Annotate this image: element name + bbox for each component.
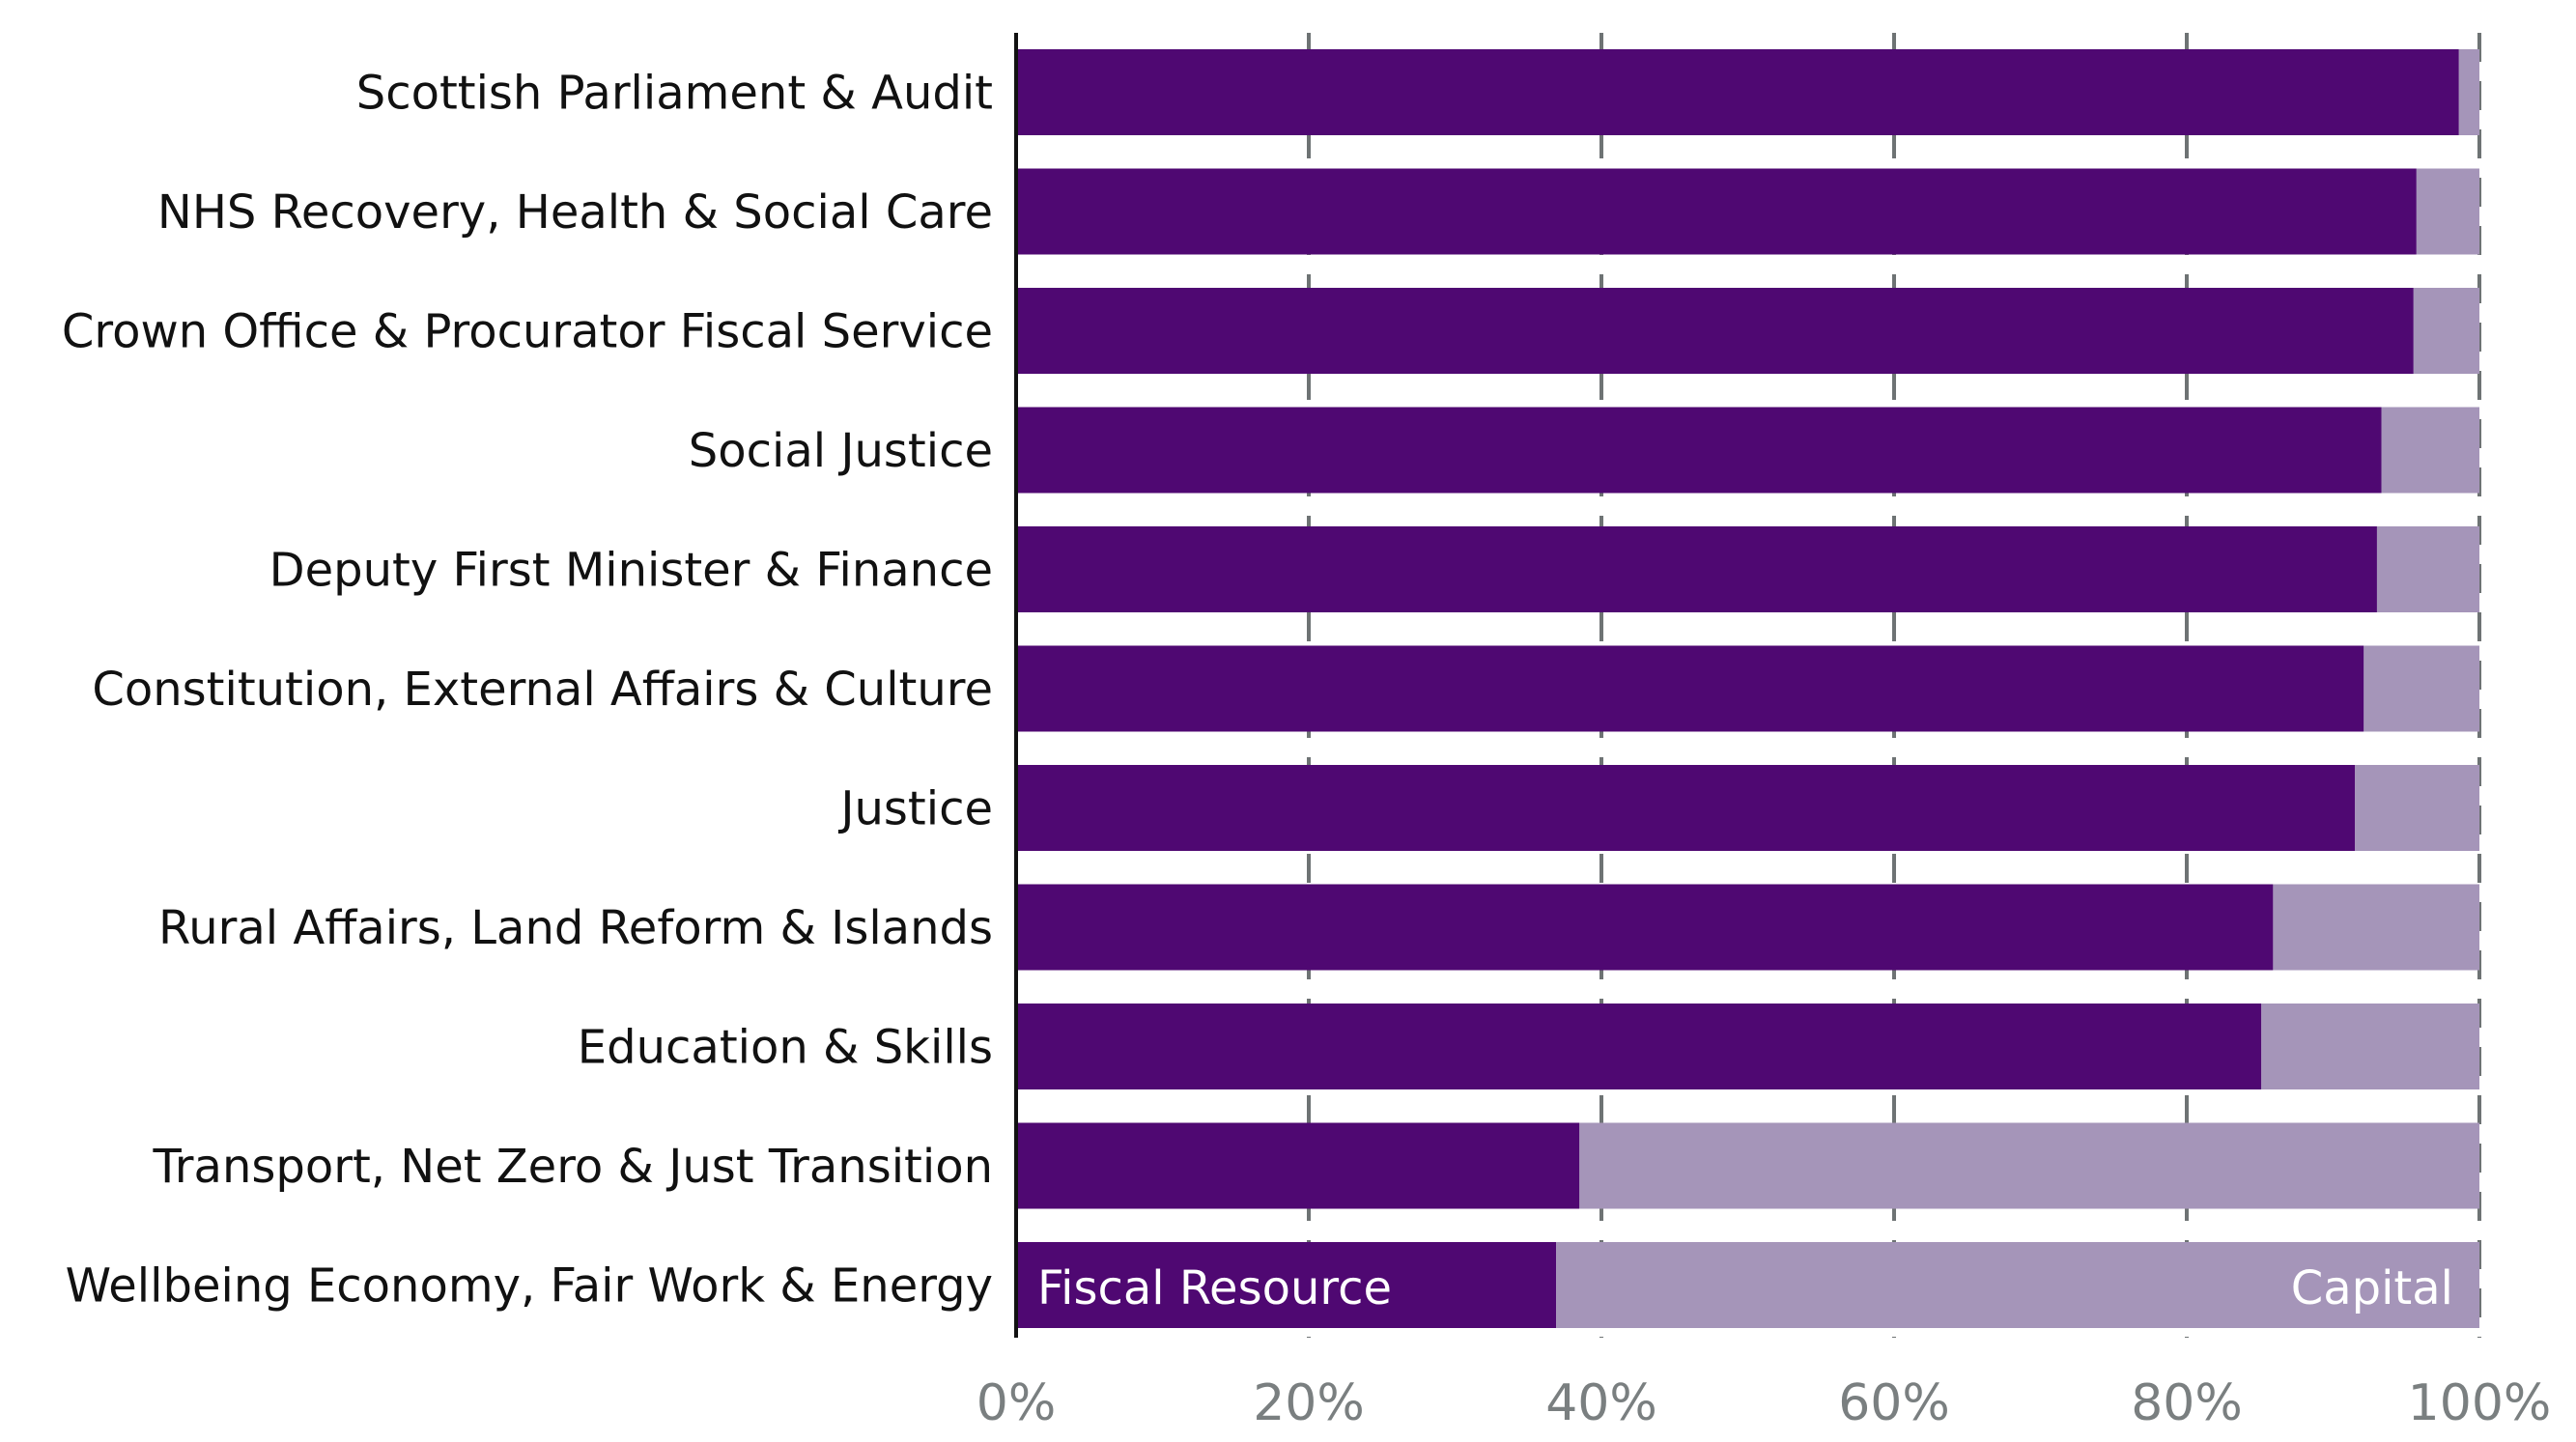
category-label: Constitution, External Affairs & Culture: [92, 663, 993, 717]
bar-fiscal-resource: [1016, 884, 2274, 971]
bar-capital: [1556, 1242, 2479, 1328]
bar-capital: [2364, 645, 2479, 732]
category-label: Justice: [837, 782, 993, 836]
x-tick-labels: 0% 20% 40% 60% 80% 100%: [977, 1374, 2552, 1432]
category-label: Education & Skills: [578, 1021, 993, 1075]
category-label: Scottish Parliament & Audit: [356, 67, 993, 121]
bar-capital: [2261, 1004, 2479, 1089]
bar-fiscal-resource: [1016, 168, 2417, 255]
bar-fiscal-resource: [1016, 1004, 2262, 1089]
legend-capital: Capital: [2291, 1261, 2453, 1315]
bar-capital: [2413, 288, 2479, 374]
bar-fiscal-resource: [1016, 1242, 1557, 1328]
bar-fiscal-resource: [1016, 407, 2382, 494]
bar-capital: [2273, 884, 2479, 971]
x-tick-label: 40%: [1545, 1374, 1657, 1432]
category-labels: Scottish Parliament & Audit NHS Recovery,…: [62, 67, 993, 1314]
category-label: Transport, Net Zero & Just Transition: [153, 1140, 993, 1194]
bar-capital: [2355, 765, 2479, 851]
bar-fiscal-resource: [1016, 1122, 1580, 1209]
bar-capital: [2416, 168, 2479, 255]
bar-capital: [2458, 49, 2479, 135]
bar-capital: [1579, 1122, 2479, 1209]
bar-fiscal-resource: [1016, 765, 2356, 851]
category-label: Deputy First Minister & Finance: [269, 544, 993, 598]
x-tick-label: 60%: [1838, 1374, 1950, 1432]
bar-fiscal-resource: [1016, 645, 2364, 732]
bar-fiscal-resource: [1016, 49, 2459, 135]
bar-capital: [2376, 526, 2479, 612]
bar-fiscal-resource: [1016, 288, 2414, 374]
x-tick-label: 20%: [1253, 1374, 1365, 1432]
x-tick-label: 80%: [2131, 1374, 2243, 1432]
category-label: Social Justice: [689, 424, 993, 478]
category-label: Wellbeing Economy, Fair Work & Energy: [66, 1259, 993, 1314]
bar-fiscal-resource: [1016, 526, 2377, 612]
bars: [1016, 49, 2479, 1328]
category-label: Rural Affairs, Land Reform & Islands: [158, 901, 993, 955]
bar-capital: [2381, 407, 2479, 494]
x-tick-label: 0%: [977, 1374, 1057, 1432]
category-label: NHS Recovery, Health & Social Care: [157, 185, 993, 240]
category-label: Crown Office & Procurator Fiscal Service: [62, 305, 993, 359]
legend-fiscal-resource: Fiscal Resource: [1037, 1261, 1392, 1315]
x-tick-label: 100%: [2408, 1374, 2552, 1432]
